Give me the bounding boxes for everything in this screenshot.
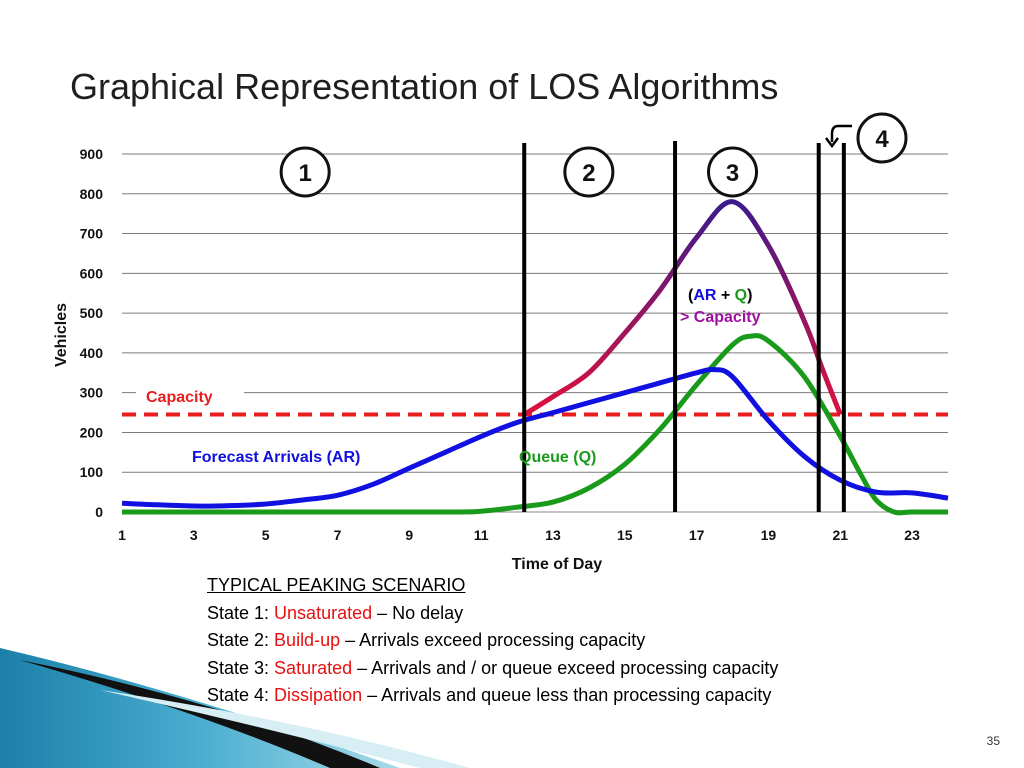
y-tick-labels: 0 100 200 300 400 500 600 700 800 900 (80, 146, 104, 520)
x-tick-label: 21 (832, 527, 848, 543)
x-tick-label: 17 (689, 527, 705, 543)
y-tick-label: 200 (80, 424, 104, 440)
combined-ar: AR (693, 287, 717, 304)
caption-state-3: State 3: Saturated – Arrivals and / or q… (207, 655, 778, 683)
slide-number: 35 (986, 734, 1000, 748)
x-tick-label: 19 (761, 527, 777, 543)
y-tick-label: 100 (80, 464, 104, 480)
combined-close: ) (747, 287, 752, 304)
x-tick-label: 1 (118, 527, 126, 543)
state-marker-circle (279, 146, 331, 198)
y-axis-label: Vehicles (53, 303, 70, 367)
combined-annotation-line2: > Capacity (680, 309, 761, 326)
x-tick-label: 11 (474, 527, 489, 543)
x-tick-label: 9 (405, 527, 413, 543)
state-markers: 1 2 3 4 (279, 112, 908, 198)
series-arrivals-line (121, 366, 949, 509)
series-queue-line (121, 333, 948, 516)
scenario-caption: TYPICAL PEAKING SCENARIO State 1: Unsatu… (207, 572, 778, 710)
state-marker-label: 3 (726, 160, 739, 187)
state-marker-circle (707, 146, 759, 198)
state-dividers (522, 141, 846, 512)
state-marker-3: 3 (707, 146, 759, 198)
combined-annotation-line1: (AR + Q) (688, 287, 752, 304)
y-tick-label: 0 (95, 504, 103, 520)
x-tick-label: 7 (334, 527, 342, 543)
state-marker-label: 2 (582, 160, 595, 187)
y-tick-label: 700 (80, 226, 104, 242)
state-marker-1: 1 (279, 146, 331, 198)
state-marker-circle (856, 112, 908, 164)
state-3-desc: – Arrivals and / or queue exceed process… (352, 657, 779, 678)
swoosh-light (100, 690, 470, 768)
combined-open: ( (688, 287, 694, 304)
y-tick-label: 300 (80, 385, 104, 401)
state-2-desc: – Arrivals exceed processing capacity (340, 630, 646, 650)
state-marker-label: 1 (298, 160, 311, 187)
y-tick-label: 400 (80, 345, 104, 361)
caption-state-4: State 4: Dissipation – Arrivals and queu… (207, 682, 778, 710)
slide-title: Graphical Representation of LOS Algorith… (70, 66, 779, 107)
caption-state-2: State 2: Build-up – Arrivals exceed proc… (207, 627, 778, 655)
state-1-prefix: State 1: (207, 602, 275, 623)
x-tick-label: 23 (904, 527, 920, 543)
state-4-arrow (830, 124, 852, 142)
queue-annotation: Queue (Q) (519, 449, 596, 466)
capacity-label-bg (136, 382, 244, 410)
state-1-name: Unsaturated (274, 602, 373, 623)
x-tick-labels: 1 3 5 7 9 11 13 15 17 19 21 23 (118, 527, 920, 543)
y-tick-label: 800 (80, 186, 104, 202)
state-2-name: Build-up (274, 630, 341, 650)
y-tick-label: 600 (80, 265, 104, 281)
x-tick-label: 13 (545, 527, 561, 543)
x-tick-label: 15 (617, 527, 633, 543)
state-4-desc: – Arrivals and queue less than processin… (362, 685, 772, 705)
y-tick-label: 500 (80, 305, 104, 321)
combined-plus: + (716, 287, 734, 304)
state-4-prefix: State 4: (207, 685, 275, 705)
x-axis-label: Time of Day (512, 556, 603, 573)
series-combined-line (522, 199, 843, 417)
state-1-desc: – No delay (372, 602, 464, 623)
combined-q: Q (735, 287, 747, 304)
state-2-prefix: State 2: (207, 630, 275, 650)
arrivals-annotation: Forecast Arrivals (AR) (192, 449, 360, 466)
state-4-name: Dissipation (274, 685, 363, 705)
caption-heading: TYPICAL PEAKING SCENARIO (207, 575, 466, 595)
y-tick-label: 900 (80, 146, 104, 162)
state-marker-2: 2 (563, 146, 615, 198)
state-marker-4: 4 (856, 112, 908, 164)
state-marker-label: 4 (875, 126, 889, 153)
x-tick-label: 3 (190, 527, 198, 543)
grid-lines (122, 153, 948, 473)
caption-state-1: State 1: Unsaturated – No delay (207, 600, 778, 628)
state-3-name: Saturated (274, 657, 353, 678)
swoosh-black (20, 660, 380, 768)
state-4-arrowhead (825, 137, 839, 149)
state-marker-circle (563, 146, 615, 198)
capacity-label: Capacity (146, 389, 213, 406)
x-tick-label: 5 (262, 527, 270, 543)
state-3-prefix: State 3: (207, 657, 275, 678)
